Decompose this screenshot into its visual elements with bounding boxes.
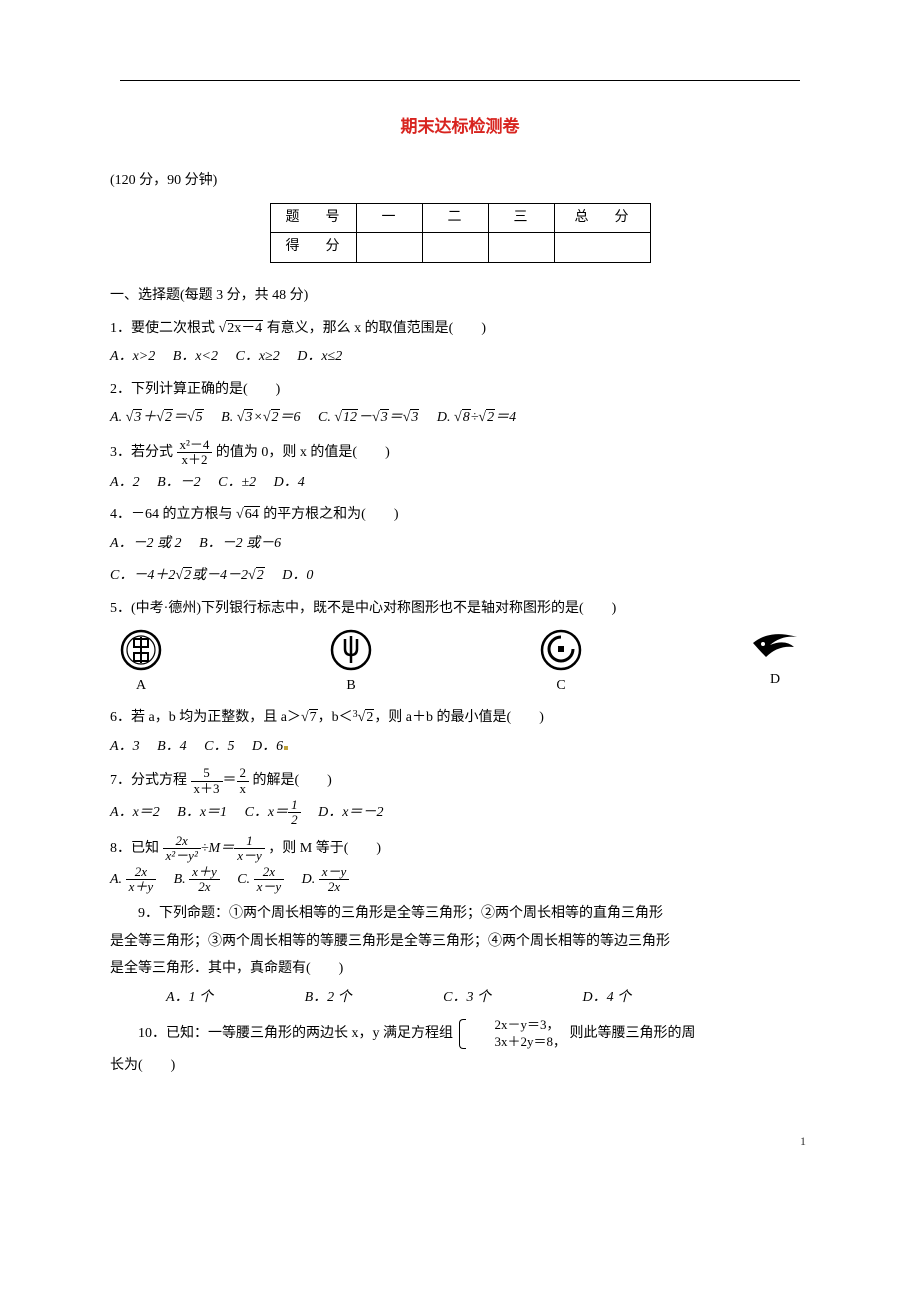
score-cell (488, 233, 554, 263)
score-cell (422, 233, 488, 263)
q2-stem: 2．下列计算正确的是( ) (110, 377, 810, 404)
q1-options: A．x>2 B．x<2 C．x≥2 D．x≤2 (110, 344, 810, 371)
q6-stem: 6．若 a，b 均为正整数，且 a＞√7，b＜3√2，则 a＋b 的最小值是( … (110, 705, 810, 732)
bank-icon (750, 629, 800, 665)
score-col: 总 分 (554, 203, 650, 233)
q7-options: A．x＝2 B．x＝1 C．x＝12 D．x＝－2 (110, 798, 810, 828)
q1-text: 1．要使二次根式 (110, 321, 215, 336)
score-row-label: 题 号 (270, 203, 356, 233)
bank-icon (540, 629, 582, 671)
exam-meta: (120 分，90 分钟) (110, 168, 810, 195)
q7-stem: 7．分式方程 5x＋3＝2x 的解是( ) (110, 766, 810, 796)
q5-stem: 5．(中考·德州)下列银行标志中，既不是中心对称图形也不是轴对称图形的是( ) (110, 596, 810, 623)
q4-options-row2: C．－4＋2√2或－4－2√2 D．0 (110, 563, 810, 590)
q1-stem: 1．要使二次根式 √2x－4 有意义，那么 x 的取值范围是( ) (110, 316, 810, 343)
score-col: 二 (422, 203, 488, 233)
score-cell (356, 233, 422, 263)
score-col: 三 (488, 203, 554, 233)
q9-line2: 是全等三角形；③两个周长相等的等腰三角形是全等三角形；④两个周长相等的等边三角形 (110, 929, 810, 956)
sqrt-icon: √2x－4 (219, 316, 264, 343)
bank-logo-d: D (750, 629, 800, 694)
bank-logo-c: C (540, 629, 582, 700)
q3-options: A．2 B．－2 C．±2 D．4 (110, 470, 810, 497)
q9-options: A．1 个 B．2 个 C．3 个 D．4 个 (110, 985, 810, 1012)
q8-stem: 8．已知 2xx²－y²÷M＝1x－y ，则 M 等于( ) (110, 834, 810, 864)
q5-logo-row: A B C D (120, 629, 800, 700)
fraction-icon: x²－4x＋2 (177, 438, 213, 468)
q4-stem: 4．－64 的立方根与 √64 的平方根之和为( ) (110, 502, 810, 529)
q2-options: A. √3＋√2＝√5 B. √3×√2＝6 C. √12－√3＝√3 D. √… (110, 405, 810, 432)
q9-line3: 是全等三角形．其中，真命题有( ) (110, 956, 810, 983)
page-number: 1 (110, 1130, 810, 1153)
header-rule (120, 80, 800, 81)
score-cell (554, 233, 650, 263)
q4-options-row1: A．－2 或 2 B．－2 或－6 (110, 531, 810, 558)
page-title: 期末达标检测卷 (110, 111, 810, 143)
bank-logo-b: B (330, 629, 372, 700)
section-header: 一、选择题(每题 3 分，共 48 分) (110, 283, 810, 310)
q10-line1: 10．已知：一等腰三角形的两边长 x，y 满足方程组 2x－y＝3， 3x＋2y… (110, 1017, 810, 1051)
marker-icon (284, 746, 288, 750)
q10-line2: 长为( ) (110, 1053, 810, 1080)
q6-options: A．3 B．4 C．5 D．6 (110, 734, 810, 761)
bank-logo-a: A (120, 629, 162, 700)
bank-icon (330, 629, 372, 671)
score-col: 一 (356, 203, 422, 233)
brace-icon: 2x－y＝3， 3x＋2y＝8， (457, 1017, 567, 1051)
score-table: 题 号 一 二 三 总 分 得 分 (270, 203, 651, 263)
icbc-icon (120, 629, 162, 671)
q3-stem: 3．若分式 x²－4x＋2 的值为 0，则 x 的值是( ) (110, 438, 810, 468)
q8-options: A. 2xx＋y B. x＋y2x C. 2xx－y D. x－y2x (110, 865, 810, 895)
score-row-label: 得 分 (270, 233, 356, 263)
q1-text: 有意义，那么 x 的取值范围是( ) (267, 321, 486, 336)
q9-line1: 9．下列命题：①两个周长相等的三角形是全等三角形；②两个周长相等的直角三角形 (110, 901, 810, 928)
